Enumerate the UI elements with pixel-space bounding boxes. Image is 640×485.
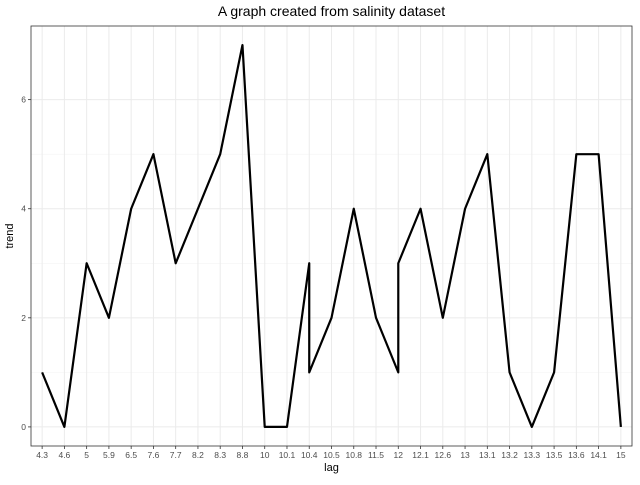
x-tick-label: 13.2 xyxy=(501,450,518,460)
x-tick-label: 13.3 xyxy=(524,450,541,460)
y-tick-label: 2 xyxy=(21,313,26,323)
y-tick-label: 0 xyxy=(21,422,26,432)
x-tick-label: 13.5 xyxy=(546,450,563,460)
x-tick-label: 7.6 xyxy=(148,450,160,460)
series-line-trend xyxy=(41,43,622,429)
series-layer xyxy=(41,43,622,429)
x-tick-label: 10 xyxy=(260,450,270,460)
x-tick-label: 12.1 xyxy=(412,450,429,460)
x-tick-label: 15 xyxy=(616,450,626,460)
y-tick-label: 6 xyxy=(21,95,26,105)
x-tick-label: 13.6 xyxy=(568,450,585,460)
chart-title: A graph created from salinity dataset xyxy=(218,3,445,19)
x-tick-label: 10.1 xyxy=(279,450,296,460)
x-tick-label: 8.8 xyxy=(237,450,249,460)
x-tick-label: 13 xyxy=(460,450,470,460)
x-tick-label: 12.6 xyxy=(435,450,452,460)
x-tick-label: 10.5 xyxy=(323,450,340,460)
x-tick-label: 11.5 xyxy=(368,450,384,460)
x-axis-title: lag xyxy=(324,462,339,474)
x-tick-label: 5.9 xyxy=(103,450,115,460)
y-tick-label: 4 xyxy=(21,204,26,214)
x-tick-label: 6.5 xyxy=(125,450,137,460)
x-tick-label: 8.2 xyxy=(192,450,204,460)
x-tick-label: 14.1 xyxy=(590,450,607,460)
x-tick-label: 7.7 xyxy=(170,450,182,460)
y-axis-ticks: 0 2 4 6 xyxy=(21,95,31,432)
x-tick-label: 4.6 xyxy=(58,450,70,460)
x-tick-label: 10.8 xyxy=(345,450,362,460)
x-tick-label: 13.1 xyxy=(479,450,496,460)
x-tick-label: 5 xyxy=(84,450,89,460)
x-tick-label: 12 xyxy=(394,450,404,460)
x-tick-label: 8.3 xyxy=(214,450,226,460)
x-tick-label: 4.3 xyxy=(36,450,48,460)
x-tick-label: 10.4 xyxy=(301,450,318,460)
y-axis-title: trend xyxy=(4,223,16,248)
x-axis-ticks: 4.3 4.6 5 5.9 6.5 7.6 7.7 8.2 8.3 8.8 10 10.1 10.4 10… xyxy=(36,446,626,460)
